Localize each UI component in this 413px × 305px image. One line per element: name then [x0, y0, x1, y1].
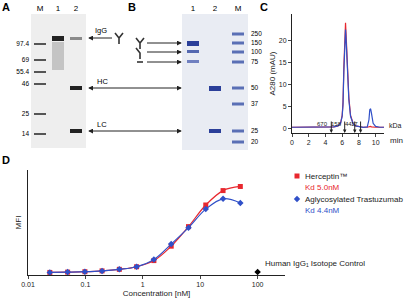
svg-text:0: 0 — [290, 139, 294, 146]
svg-text:6: 6 — [340, 139, 344, 146]
svg-text:min: min — [390, 136, 403, 145]
svg-text:10: 10 — [372, 139, 380, 146]
svg-text:2: 2 — [213, 4, 218, 13]
svg-text:2: 2 — [307, 139, 311, 146]
svg-text:2: 2 — [74, 4, 79, 13]
svg-text:0: 0 — [283, 125, 287, 132]
svg-text:44: 44 — [345, 121, 352, 127]
svg-text:A280 (mAU): A280 (mAU) — [268, 51, 277, 95]
svg-text:A: A — [2, 1, 10, 13]
svg-text:Human IgG₁ Isotope Control: Human IgG₁ Isotope Control — [265, 259, 365, 268]
svg-text:1: 1 — [141, 281, 145, 288]
svg-text:MFI: MFI — [14, 216, 23, 230]
svg-text:IgG: IgG — [95, 26, 107, 35]
svg-text:69: 69 — [22, 56, 30, 63]
svg-text:100: 100 — [251, 48, 262, 55]
svg-text:D: D — [2, 154, 10, 166]
svg-text:5: 5 — [283, 103, 287, 110]
svg-text:25: 25 — [22, 110, 30, 117]
svg-text:10: 10 — [279, 81, 287, 88]
svg-text:1: 1 — [191, 4, 196, 13]
svg-text:20: 20 — [279, 37, 287, 44]
svg-text:LC: LC — [97, 120, 107, 129]
svg-text:C: C — [260, 1, 268, 13]
svg-text:10: 10 — [196, 281, 204, 288]
svg-text:46: 46 — [22, 80, 30, 87]
svg-text:0.01: 0.01 — [21, 281, 35, 288]
svg-text:25: 25 — [251, 127, 259, 134]
svg-text:8: 8 — [357, 139, 361, 146]
svg-text:1: 1 — [56, 4, 61, 13]
svg-text:Aglycosylated Trastuzumab: Aglycosylated Trastuzumab — [305, 195, 403, 204]
svg-text:4: 4 — [323, 139, 327, 146]
svg-text:55.4: 55.4 — [16, 68, 29, 75]
svg-text:250: 250 — [251, 30, 262, 37]
svg-text:97.4: 97.4 — [16, 40, 29, 47]
svg-text:158: 158 — [331, 121, 342, 127]
svg-text:150: 150 — [251, 39, 262, 46]
svg-text:M: M — [235, 4, 242, 13]
svg-text:Kd 4.4nM: Kd 4.4nM — [305, 206, 340, 215]
svg-text:14: 14 — [22, 130, 30, 137]
svg-text:Kd 5.0nM: Kd 5.0nM — [305, 183, 340, 192]
svg-text:M: M — [37, 4, 44, 13]
svg-text:B: B — [128, 1, 136, 13]
svg-text:75: 75 — [251, 58, 259, 65]
svg-text:17: 17 — [351, 121, 358, 127]
svg-text:50: 50 — [251, 84, 259, 91]
svg-text:Herceptin™: Herceptin™ — [305, 172, 347, 181]
svg-text:100: 100 — [252, 281, 264, 288]
svg-text:0.1: 0.1 — [81, 281, 91, 288]
svg-text:670: 670 — [317, 121, 328, 127]
svg-text:15: 15 — [279, 59, 287, 66]
svg-text:kDa: kDa — [389, 122, 402, 129]
svg-text:HC: HC — [97, 77, 108, 86]
svg-text:Concentration [nM]: Concentration [nM] — [123, 289, 191, 298]
svg-text:37: 37 — [251, 100, 259, 107]
svg-text:20: 20 — [251, 138, 259, 145]
